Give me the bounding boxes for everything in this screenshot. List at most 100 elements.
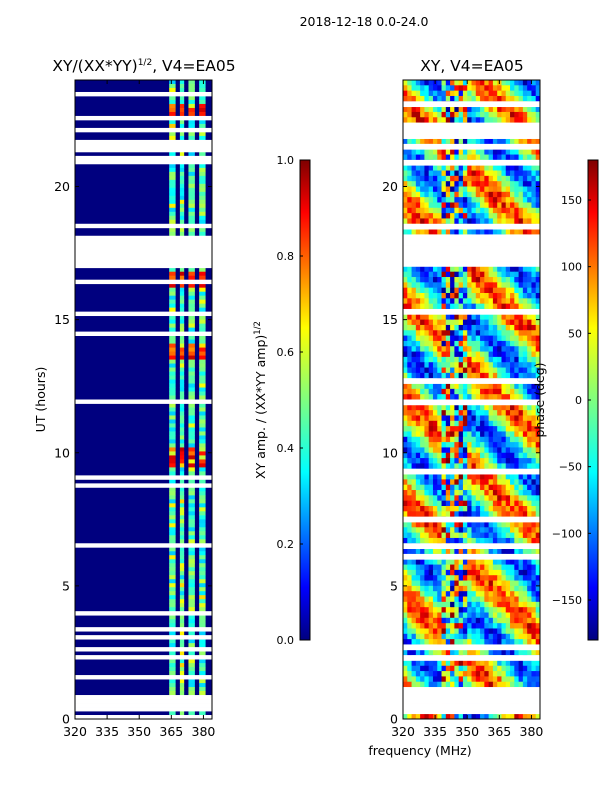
phase-cell xyxy=(510,287,515,294)
phase-cell xyxy=(407,383,412,390)
phase-cell xyxy=(505,474,511,480)
amp-cell xyxy=(179,411,185,416)
phase-cell xyxy=(531,314,537,321)
phase-cell xyxy=(535,601,541,608)
phase-cell xyxy=(518,394,524,400)
amp-cell xyxy=(199,295,206,301)
amp-cell xyxy=(169,507,176,512)
phase-cell xyxy=(454,431,460,438)
phase-cell xyxy=(462,80,468,86)
phase-cell xyxy=(480,676,485,683)
amp-cell xyxy=(188,523,195,528)
amp-cell xyxy=(199,383,206,388)
phase-cell xyxy=(484,282,490,289)
phase-cell xyxy=(450,106,455,113)
phase-cell xyxy=(454,271,460,278)
phase-cell xyxy=(510,607,515,613)
phase-cell xyxy=(475,138,481,145)
amp-cell xyxy=(199,523,206,528)
amp-cell xyxy=(188,319,195,325)
phase-cell xyxy=(471,681,477,688)
phase-cell xyxy=(458,628,464,635)
phase-cell xyxy=(518,80,524,86)
phase-cell xyxy=(441,633,447,640)
phase-cell xyxy=(497,388,502,395)
phase-cell xyxy=(535,388,541,395)
phase-cell xyxy=(403,149,408,155)
phase-cell xyxy=(531,319,537,326)
phase-cell xyxy=(505,277,511,283)
phase-cell xyxy=(535,266,541,273)
phase-cell xyxy=(510,314,515,321)
phase-cell xyxy=(415,351,421,358)
phase-cell xyxy=(445,474,451,480)
phase-cell xyxy=(462,660,468,667)
phase-cell xyxy=(527,474,532,480)
phase-cell xyxy=(510,495,515,502)
phase-cell xyxy=(514,175,519,182)
phase-cell xyxy=(428,596,434,603)
phase-cell xyxy=(505,346,511,352)
phase-cell xyxy=(497,537,502,544)
phase-cell xyxy=(518,537,524,544)
phase-cell xyxy=(514,436,519,443)
phase-cell xyxy=(441,713,447,720)
phase-cell xyxy=(450,181,455,187)
phase-cell xyxy=(475,181,481,187)
phase-cell xyxy=(488,117,494,123)
phase-cell xyxy=(484,617,490,624)
phase-cell xyxy=(480,601,485,608)
phase-cell xyxy=(411,490,417,496)
phase-cell xyxy=(475,277,481,283)
phase-cell xyxy=(535,85,541,92)
phase-cell xyxy=(475,324,481,331)
phase-cell xyxy=(428,229,434,235)
phase-cell xyxy=(535,548,541,555)
phase-cell xyxy=(458,506,464,512)
phase-cell xyxy=(480,388,485,395)
phase-cell xyxy=(475,660,481,667)
phase-cell xyxy=(484,564,490,571)
phase-cell xyxy=(492,479,498,486)
phase-cell xyxy=(488,303,494,310)
amp-cell xyxy=(179,567,185,572)
phase-cell xyxy=(480,521,485,528)
phase-cell xyxy=(415,106,421,113)
amp-cell xyxy=(199,119,206,125)
phase-cell xyxy=(514,490,519,496)
phase-cell xyxy=(467,383,472,390)
phase-cell xyxy=(467,452,472,459)
phase-cell xyxy=(420,95,425,102)
phase-cell xyxy=(471,277,477,283)
phase-cell xyxy=(424,186,430,193)
phase-cell xyxy=(488,591,494,597)
phase-cell xyxy=(424,527,430,534)
phase-cell xyxy=(437,527,442,534)
phase-cell xyxy=(514,431,519,438)
phase-cell xyxy=(445,330,451,336)
phase-cell xyxy=(475,271,481,278)
phase-cell xyxy=(415,564,421,571)
phase-cell xyxy=(407,138,412,145)
phase-cell xyxy=(454,314,460,321)
amp-cell xyxy=(188,195,195,201)
amp-cell xyxy=(188,515,195,520)
phase-cell xyxy=(475,580,481,587)
phase-cell xyxy=(488,404,494,411)
phase-cell xyxy=(407,181,412,187)
phase-cell xyxy=(454,372,460,379)
flagged-row xyxy=(75,139,212,145)
phase-cell xyxy=(471,202,477,209)
phase-cell xyxy=(518,681,524,688)
phase-cell xyxy=(441,442,447,448)
phase-cell xyxy=(411,532,417,539)
amp-colorbar xyxy=(299,159,311,641)
phase-cell xyxy=(492,218,498,225)
phase-cell xyxy=(411,330,417,336)
amp-cell xyxy=(188,443,195,448)
phase-cell xyxy=(420,612,425,619)
phase-cell xyxy=(527,580,532,587)
phase-cell xyxy=(415,713,421,720)
phase-cell xyxy=(424,713,430,720)
amp-cell xyxy=(188,271,195,277)
